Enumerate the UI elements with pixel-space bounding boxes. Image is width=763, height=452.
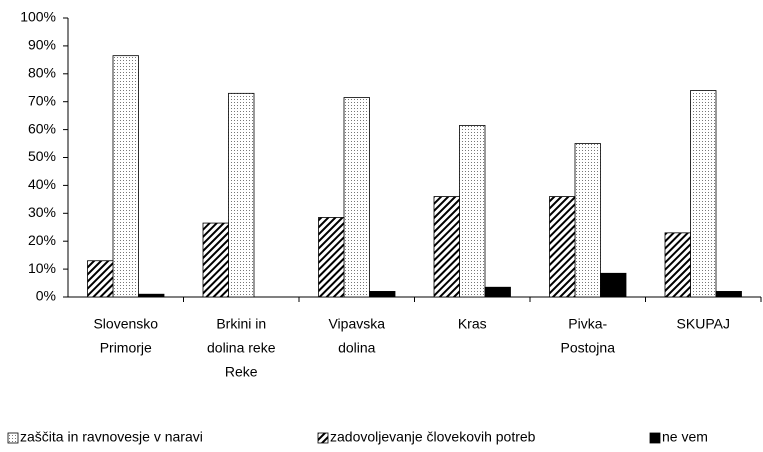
x-tick-label: Slovensko	[93, 316, 158, 332]
x-tick-label: dolina	[338, 340, 376, 356]
x-tick-label: Vipavska	[328, 316, 385, 332]
bar	[202, 222, 229, 298]
x-tick-label: Primorje	[100, 340, 152, 356]
y-tick-label: 10%	[28, 260, 56, 276]
x-tick-label: dolina reke	[207, 340, 276, 356]
y-tick-label: 100%	[20, 9, 56, 25]
x-tick-label: Postojna	[561, 340, 616, 356]
x-tick-label: Pivka-	[568, 316, 607, 332]
legend-swatch	[7, 432, 19, 444]
legend-swatch	[649, 432, 661, 444]
x-tick-label: SKUPAJ	[677, 316, 730, 332]
bar	[715, 291, 742, 298]
bar	[318, 217, 345, 298]
y-tick-label: 70%	[28, 92, 56, 108]
y-tick-label: 40%	[28, 176, 56, 192]
bar	[343, 97, 370, 298]
bar	[433, 196, 460, 298]
bar	[600, 272, 627, 298]
bar	[228, 92, 255, 298]
y-tick-label: 20%	[28, 232, 56, 248]
bar	[690, 90, 717, 298]
bar	[138, 293, 165, 298]
x-tick-label: Reke	[225, 364, 258, 380]
bar	[484, 286, 511, 298]
x-tick-label: Kras	[458, 316, 487, 332]
y-tick-label: 90%	[28, 37, 56, 53]
x-tick-label: Brkini in	[216, 316, 266, 332]
y-tick-label: 60%	[28, 120, 56, 136]
legend-label: zadovoljevanje človekovih potreb	[330, 429, 536, 445]
bar	[459, 125, 486, 298]
bar	[112, 55, 139, 298]
bar	[574, 143, 601, 298]
y-tick-label: 50%	[28, 148, 56, 164]
bar	[369, 291, 396, 298]
legend-swatch	[317, 432, 329, 444]
bar	[87, 260, 114, 298]
legend-label: zaščita in ravnovesje v naravi	[20, 429, 203, 445]
bar	[664, 232, 691, 298]
legend-label: ne vem	[662, 429, 708, 445]
y-tick-label: 80%	[28, 65, 56, 81]
bar	[549, 196, 576, 298]
y-tick-label: 0%	[36, 288, 56, 304]
y-tick-label: 30%	[28, 204, 56, 220]
